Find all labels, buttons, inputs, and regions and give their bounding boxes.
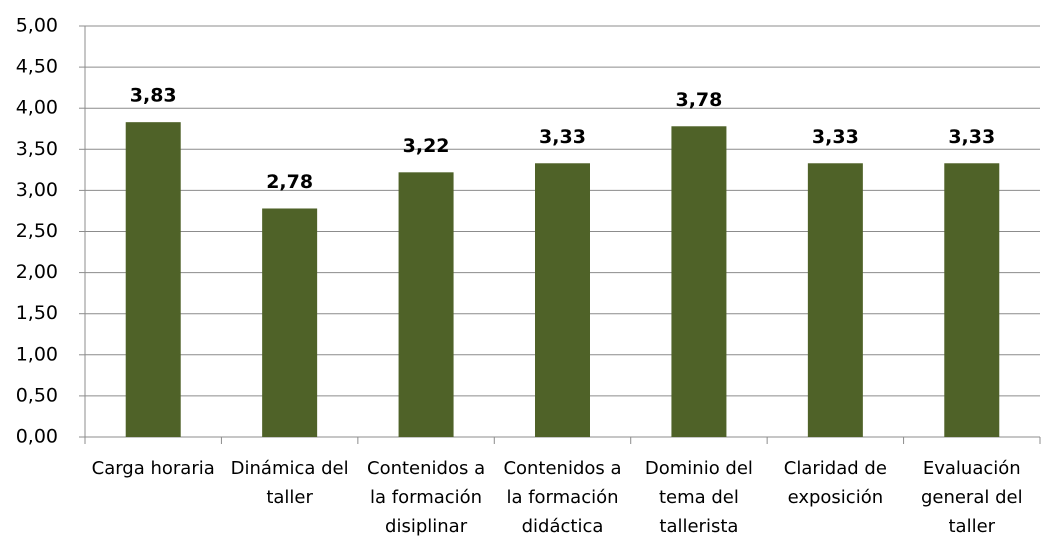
x-tick-label: Contenidos a la formación disiplinar [367,458,486,537]
bar [125,122,181,437]
y-tick-label: 5,00 [16,15,58,37]
bar [944,163,1000,438]
y-tick-label: 0,50 [16,384,58,406]
y-tick-label: 1,00 [16,343,58,365]
value-label: 3,33 [812,126,859,148]
bar [671,126,727,437]
y-tick-label: 1,50 [16,302,58,324]
y-tick-label: 2,50 [16,220,58,242]
value-label: 3,83 [130,85,177,107]
x-tick-label: Contenidos a la formación didáctica [503,458,622,537]
value-label: 3,78 [675,89,722,111]
value-label: 3,33 [948,126,995,148]
value-label: 3,22 [403,135,450,157]
bar [398,172,454,438]
y-tick-label: 3,50 [16,138,58,160]
y-tick-label: 4,50 [16,56,58,78]
x-tick-label: Evaluación general del taller [920,458,1023,537]
y-tick-label: 4,00 [16,97,58,119]
x-tick-label: Claridad de exposición [783,458,887,508]
bar [807,163,863,438]
y-tick-label: 0,00 [16,426,58,448]
value-label: 3,33 [539,126,586,148]
bar [535,163,590,438]
x-tick-label: Carga horaria [91,458,215,479]
x-tick-label: Dinámica del taller [230,458,349,508]
x-tick-label: Dominio del tema del tallerista [644,458,753,537]
y-tick-label: 2,00 [16,261,58,283]
value-label: 2,78 [266,171,313,193]
bar [262,208,318,437]
y-tick-label: 3,00 [16,179,58,201]
